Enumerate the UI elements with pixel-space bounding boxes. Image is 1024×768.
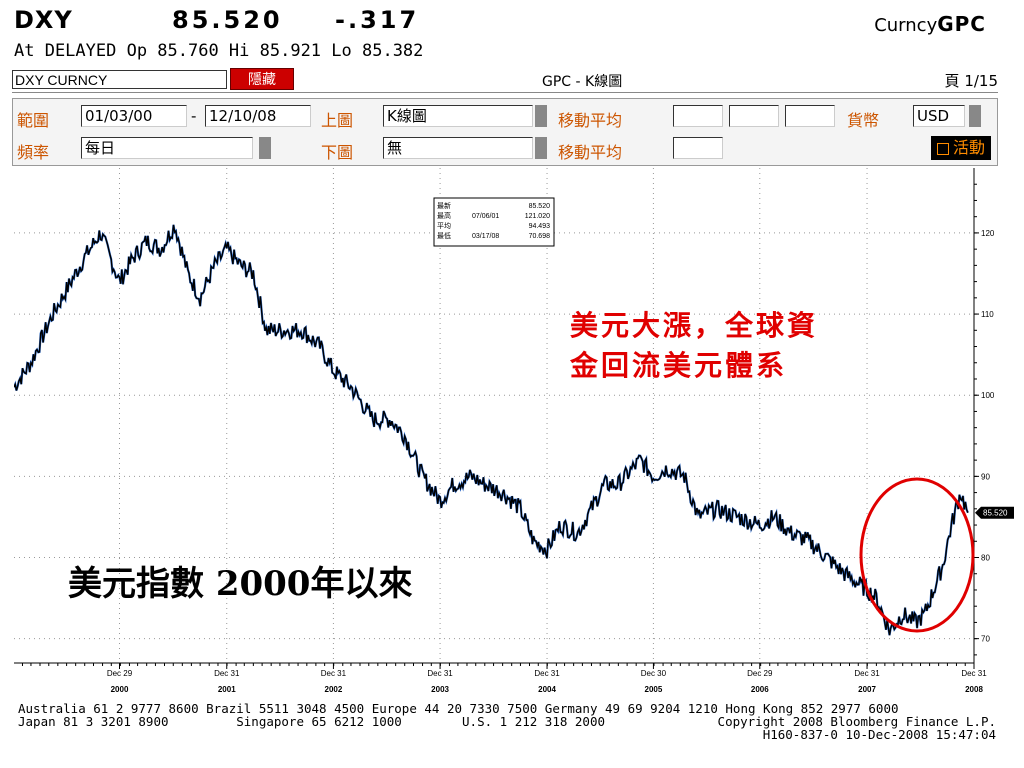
x-tick-year: 2000 xyxy=(111,685,129,694)
x-axis-ticks: Dec 29 2000 Dec 31 2001 Dec 31 2002 Dec 31 2003… xyxy=(21,663,987,694)
highlight-ellipse xyxy=(859,477,975,633)
x-tick-year: 2002 xyxy=(325,685,343,694)
upper-chart-dropdown[interactable] xyxy=(535,105,547,127)
y-tick-label: 110 xyxy=(981,310,994,319)
price-line xyxy=(14,224,969,636)
stats-value: 85.520 xyxy=(529,203,551,210)
price-chart: Dec 29 2000 Dec 31 2001 Dec 31 2002 Dec 31 2003… xyxy=(14,168,1016,698)
x-tick-year: 2006 xyxy=(751,685,769,694)
annotation-red-line1: 美元大漲，全球資 xyxy=(570,309,819,342)
y-tick-label: 80 xyxy=(981,554,990,563)
activity-button[interactable]: 活動 xyxy=(931,136,992,160)
upper-chart-label: 上圖 xyxy=(321,111,354,130)
stats-value: 70.698 xyxy=(529,233,551,240)
x-tick-year: 2005 xyxy=(645,685,663,694)
last-price-label: 85.520 xyxy=(983,509,1008,518)
x-tick-year: 2001 xyxy=(218,685,236,694)
x-tick-month: Dec 29 xyxy=(747,669,773,678)
settings-panel: 範圍 01/03/00 - 12/10/08 上圖 K線圖 移動平均 貨幣 US… xyxy=(12,98,998,166)
ma-label: 移動平均 xyxy=(558,111,623,130)
x-tick-month: Dec 31 xyxy=(427,669,453,678)
security-field[interactable]: DXY CURNCY xyxy=(12,70,227,89)
stats-date: 03/17/08 xyxy=(472,233,499,240)
chart-background xyxy=(14,168,1016,698)
annotation-red: 美元大漲，全球資 金回流美元體系 xyxy=(570,306,818,386)
x-tick-year: 2008 xyxy=(965,685,983,694)
y-tick-label: 100 xyxy=(981,391,995,400)
security-toolbar: DXY CURNCY 隱藏 GPC - K線圖 頁 1/15 xyxy=(12,68,998,93)
stats-label: 最低 xyxy=(437,231,451,240)
annotation-title: 美元指數 2000年以來 xyxy=(68,564,413,604)
quote-line: At DELAYED Op 85.760 Hi 85.921 Lo 85.382 xyxy=(14,41,424,61)
annotation-red-line2: 金回流美元體系 xyxy=(570,349,788,382)
range-separator: - xyxy=(191,107,197,125)
x-tick-month: Dec 31 xyxy=(321,669,347,678)
frequency-select[interactable]: 每日 xyxy=(81,137,253,159)
ma-field-1[interactable] xyxy=(673,105,723,127)
ma-field-3[interactable] xyxy=(785,105,835,127)
source-code: GPC xyxy=(937,12,986,36)
lower-chart-select[interactable]: 無 xyxy=(383,137,533,159)
x-tick-month: Dec 31 xyxy=(214,669,240,678)
range-end-field[interactable]: 12/10/08 xyxy=(205,105,311,127)
upper-chart-select[interactable]: K線圖 xyxy=(383,105,533,127)
last-price-marker xyxy=(975,506,1014,519)
lower-chart-dropdown[interactable] xyxy=(535,137,547,159)
timestamp-text: H160-837-0 10-Dec-2008 15:47:04 xyxy=(762,727,996,742)
stats-label: 平均 xyxy=(437,221,451,230)
copyright-text: Copyright 2008 Bloomberg Finance L.P. xyxy=(717,714,996,729)
x-tick-year: 2004 xyxy=(538,685,556,694)
hide-button[interactable]: 隱藏 xyxy=(230,68,294,90)
page-indicator: 頁 1/15 xyxy=(944,72,998,90)
stats-label: 最新 xyxy=(437,201,451,210)
x-tick-year: 2007 xyxy=(858,685,876,694)
ticker-symbol: DXY xyxy=(14,6,73,34)
chart-name: GPC - K線圖 xyxy=(542,74,623,90)
price-change: -.317 xyxy=(335,6,420,34)
ma-field-2[interactable] xyxy=(729,105,779,127)
activity-checkbox-icon xyxy=(937,142,949,155)
y-tick-label: 90 xyxy=(981,472,990,481)
frequency-label: 頻率 xyxy=(17,143,50,162)
currency-dropdown[interactable] xyxy=(969,105,981,127)
range-label: 範圍 xyxy=(17,111,50,130)
stats-value: 121.020 xyxy=(525,213,550,220)
currency-field[interactable]: USD xyxy=(913,105,965,127)
frequency-dropdown[interactable] xyxy=(259,137,271,159)
footer-line1: Australia 61 2 9777 8600 Brazil 5511 304… xyxy=(18,701,899,716)
range-start-field[interactable]: 01/03/00 xyxy=(81,105,187,127)
stats-box: 最新 85.520 最高 07/06/01 121.020 平均 94.493 最低 03/17… xyxy=(433,197,555,247)
x-tick-month: Dec 31 xyxy=(854,669,880,678)
y-axis-ticks: 70 80 90 100 110 120 85.520 xyxy=(974,183,1014,656)
x-tick-month: Dec 31 xyxy=(961,669,987,678)
activity-label: 活動 xyxy=(953,138,986,157)
x-tick-year: 2003 xyxy=(431,685,449,694)
stats-box-frame xyxy=(433,197,555,247)
x-tick-month: Dec 29 xyxy=(107,669,133,678)
source-prefix: Curncy xyxy=(874,15,938,36)
stats-date: 07/06/01 xyxy=(472,213,499,220)
lower-chart-label: 下圖 xyxy=(321,143,354,162)
footer-copyright: Copyright 2008 Bloomberg Finance L.P. H16… xyxy=(718,715,996,741)
ma2-label: 移動平均 xyxy=(558,143,623,162)
y-tick-label: 120 xyxy=(981,229,995,238)
ma2-field[interactable] xyxy=(673,137,723,159)
footer-line2: Japan 81 3 3201 8900 Singapore 65 6212 1… xyxy=(18,714,605,729)
source-label: CurncyGPC xyxy=(874,12,986,36)
stats-label: 最高 xyxy=(437,211,451,220)
currency-label: 貨幣 xyxy=(847,111,880,130)
price-series xyxy=(14,224,969,636)
x-tick-month: Dec 31 xyxy=(534,669,560,678)
footer-contacts: Australia 61 2 9777 8600 Brazil 5511 304… xyxy=(18,702,899,728)
x-tick-month: Dec 30 xyxy=(641,669,667,678)
last-price: 85.520 xyxy=(172,6,283,34)
stats-value: 94.493 xyxy=(529,223,551,230)
y-tick-label: 70 xyxy=(981,635,990,644)
